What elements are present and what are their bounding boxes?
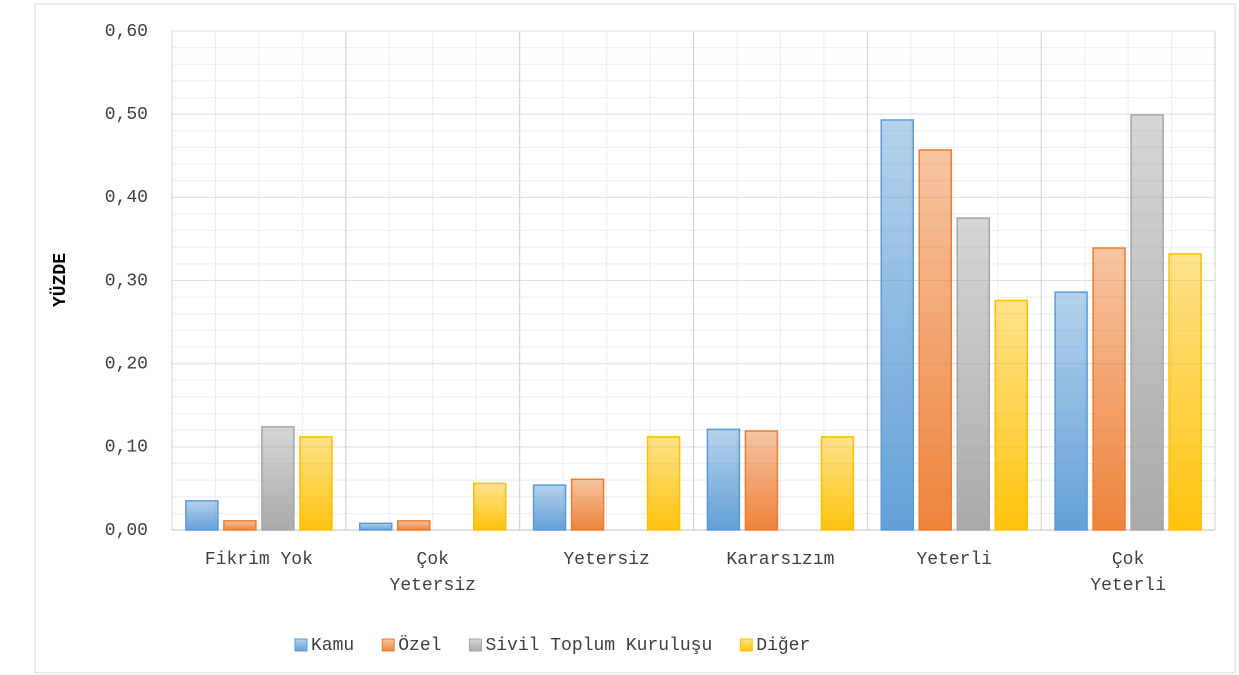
bar [397,520,431,531]
x-tick-label: Yeterli [916,550,993,570]
y-tick-label: 0,10 [105,438,148,458]
legend-label: Sivil Toplum Kuruluşu [485,636,712,656]
x-tick-label: Yetersiz [563,550,650,570]
bar [473,482,507,531]
bar [1168,253,1202,531]
legend-label: Diğer [756,636,810,656]
legend-swatch [381,638,395,652]
bar [570,478,605,531]
y-tick-label: 0,50 [105,105,148,125]
bar [646,436,681,531]
bar [359,522,393,531]
bar [299,436,333,531]
legend-swatch [468,638,482,652]
y-tick-label: 0,30 [105,271,148,291]
bar [956,217,990,531]
y-tick-label: 0,20 [105,354,148,374]
bar [918,149,952,531]
legend-label: Özel [398,635,441,656]
legend-swatch [294,638,308,652]
y-tick-label: 0,40 [105,188,148,208]
bar [820,436,855,531]
bar [1092,247,1126,531]
bar [532,484,567,531]
x-tick-label: Fikrim Yok [204,550,313,570]
legend-swatch [739,638,753,652]
bar [1130,114,1164,531]
bar [261,426,295,531]
y-axis-label: YÜZDE [50,253,71,307]
x-tick-label: Çok Yeterli [1090,550,1166,596]
bar [706,428,741,531]
y-tick-label: 0,60 [105,22,148,42]
legend: Kamu Özel Sivil Toplum Kuruluşu Diğer [294,635,810,656]
y-tick-label: 0,00 [105,521,148,541]
bar [185,500,219,531]
legend-label: Kamu [311,636,354,656]
chart-border [34,3,1236,674]
x-tick-label: Çok Yetersiz [389,550,476,596]
bar [994,299,1028,531]
bar [744,430,779,531]
bar [223,520,257,531]
bar [1054,291,1088,531]
x-tick-label: Kararsızım [726,550,835,570]
bar [880,119,914,531]
